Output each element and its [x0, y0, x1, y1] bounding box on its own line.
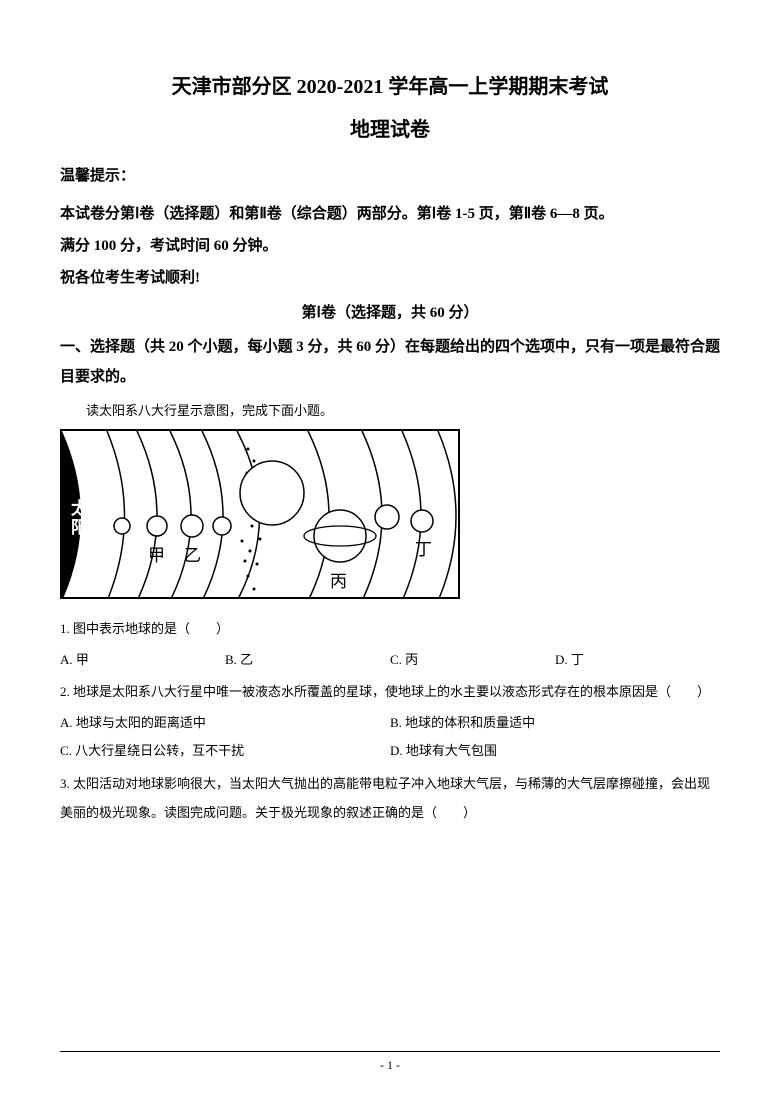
q2-opt-c: C. 八大行星绕日公转，互不干扰 [60, 737, 390, 766]
reading-prompt: 读太阳系八大行星示意图，完成下面小题。 [60, 400, 720, 419]
question-1-options: A. 甲 B. 乙 C. 丙 D. 丁 [60, 646, 720, 675]
question-2-stem: 2. 地球是太阳系八大行星中唯一被液态水所覆盖的星球，使地球上的水主要以液态形式… [60, 678, 720, 707]
question-3-stem: 3. 太阳活动对地球影响很大，当太阳大气抛出的高能带电粒子冲入地球大气层，与稀薄… [60, 770, 720, 827]
instruction-line-2: 满分 100 分，考试时间 60 分钟。 [60, 231, 720, 261]
footer-divider [60, 1051, 720, 1052]
page-number: - 1 - [60, 1058, 720, 1073]
q1-opt-a: A. 甲 [60, 646, 225, 675]
q1-opt-b: B. 乙 [225, 646, 390, 675]
planet-label-ding: 丁 [415, 535, 432, 560]
q2-opt-b: B. 地球的体积和质量适中 [390, 709, 720, 738]
page-footer: - 1 - [60, 1051, 720, 1073]
q1-opt-c: C. 丙 [390, 646, 555, 675]
q2-opt-a: A. 地球与太阳的距离适中 [60, 709, 390, 738]
q2-opt-d: D. 地球有大气包围 [390, 737, 720, 766]
solar-system-diagram: 太阳 甲 乙 丙 丁 [60, 429, 460, 599]
instruction-line-1: 本试卷分第Ⅰ卷（选择题）和第Ⅱ卷（综合题）两部分。第Ⅰ卷 1-5 页，第Ⅱ卷 6… [60, 199, 720, 229]
q1-opt-d: D. 丁 [555, 646, 720, 675]
planet-label-jia: 甲 [148, 541, 165, 566]
section-1-title: 第Ⅰ卷（选择题，共 60 分） [60, 301, 720, 322]
section-1-intro: 一、选择题（共 20 个小题，每小题 3 分，共 60 分）在每题给出的四个选项… [60, 332, 720, 392]
planet-label-bing: 丙 [330, 567, 347, 592]
exam-title-main: 天津市部分区 2020-2021 学年高一上学期期末考试 [60, 70, 720, 99]
tips-label: 温馨提示： [60, 164, 720, 185]
planet-label-yi: 乙 [184, 541, 201, 566]
instruction-line-3: 祝各位考生考试顺利! [60, 263, 720, 293]
question-2-options: A. 地球与太阳的距离适中 B. 地球的体积和质量适中 C. 八大行星绕日公转，… [60, 709, 720, 766]
exam-title-sub: 地理试卷 [60, 113, 720, 142]
sun-label: 太阳 [65, 499, 90, 537]
question-1-stem: 1. 图中表示地球的是（ ） [60, 615, 720, 644]
